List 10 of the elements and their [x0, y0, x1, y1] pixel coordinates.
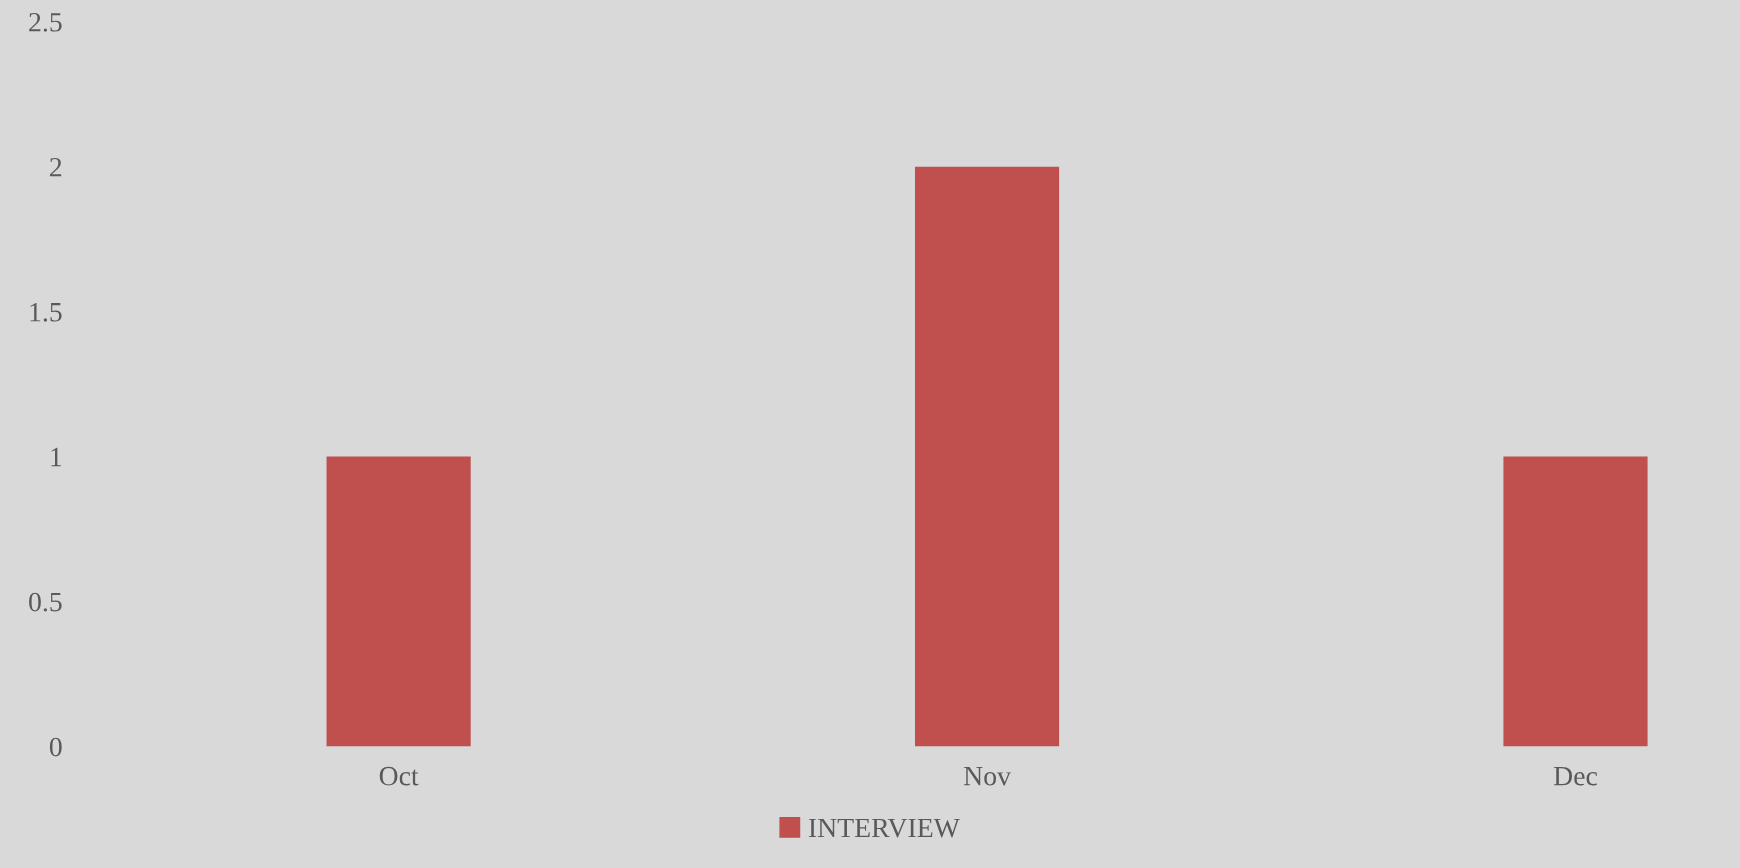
y-tick-label: 2 — [50, 157, 62, 177]
y-tick-label: 1.5 — [30, 302, 62, 322]
y-tick-label: 0 — [49, 737, 62, 757]
y-tick-label: 0.5 — [29, 592, 62, 612]
y-tick-label: 1 — [51, 447, 62, 467]
x-tick-label: Oct — [379, 766, 419, 786]
x-tick-label: Dec — [1553, 767, 1597, 786]
x-tick-label: Nov — [963, 767, 1011, 786]
y-tick-label: 2.5 — [29, 12, 62, 32]
legend-label: INTERVIEW — [808, 818, 960, 838]
